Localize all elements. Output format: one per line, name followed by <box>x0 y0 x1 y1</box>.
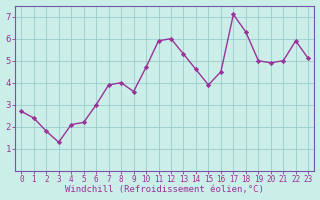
X-axis label: Windchill (Refroidissement éolien,°C): Windchill (Refroidissement éolien,°C) <box>65 185 264 194</box>
